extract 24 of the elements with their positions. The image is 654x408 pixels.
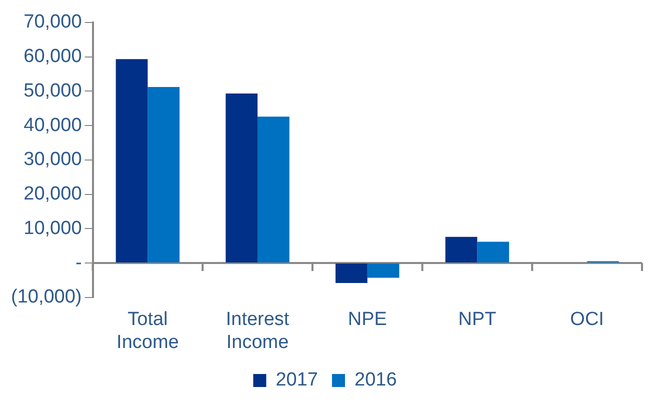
bar	[148, 87, 180, 263]
bar	[445, 236, 478, 263]
y-tick-label: 70,000	[24, 12, 82, 33]
legend-label: 2017	[276, 370, 318, 391]
y-tick-label: 20,000	[24, 184, 82, 205]
x-tick-label: NPT	[458, 309, 497, 330]
y-tick-label: (10,000)	[10, 286, 82, 308]
x-tick-label: OCI	[570, 309, 604, 330]
x-tick-label: NPE	[348, 309, 387, 330]
x-tick-label: Interest Income	[226, 309, 290, 353]
bar	[258, 116, 290, 263]
y-tick-label: -	[75, 252, 82, 274]
x-tick-label: Total Income	[116, 309, 179, 353]
legend-label: 2016	[354, 370, 397, 391]
y-tick-label: 60,000	[24, 46, 82, 68]
y-tick-label: 10,000	[24, 218, 82, 239]
bar	[226, 94, 258, 263]
bar	[336, 264, 368, 283]
y-tick-label: 40,000	[24, 114, 82, 136]
bar	[116, 59, 148, 263]
bar	[367, 264, 400, 278]
bar	[477, 242, 510, 263]
y-tick-label: 50,000	[24, 80, 82, 102]
y-tick-label: 30,000	[24, 149, 82, 170]
